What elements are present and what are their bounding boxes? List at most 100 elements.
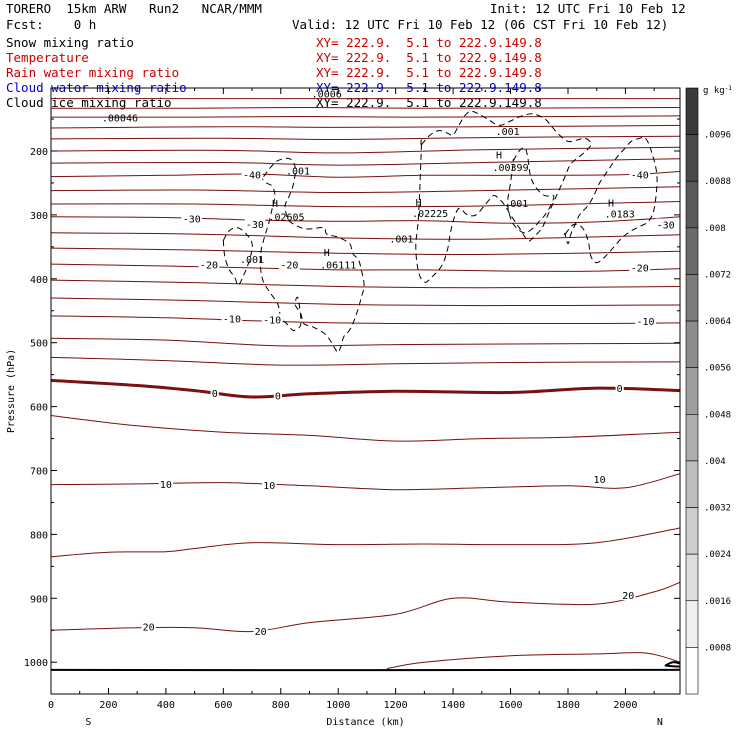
colorbar-level-10: [685, 553, 699, 602]
isotherm-line-18: [51, 356, 680, 366]
ice-label-02225: .02225: [412, 209, 448, 220]
isotherm-label-10: -10: [637, 317, 655, 328]
isotherm-20: [51, 263, 680, 272]
isotherm-label-20: 20: [255, 627, 267, 638]
colorbar-label-0064: .0064: [704, 317, 731, 327]
isotherm-label-0: 0: [212, 389, 218, 400]
valid-time: Valid: 12 UTC Fri 10 Feb 12 (06 CST Fri …: [292, 17, 669, 32]
isotherm-label-30: -30: [246, 220, 264, 231]
maximum-marker-0: H: [272, 199, 278, 210]
x-tick-label-600: 600: [214, 700, 232, 711]
surface-line: [51, 661, 680, 672]
xy-temperature: XY= 222.9. 5.1 to 222.9.149.8: [316, 50, 542, 65]
isotherm-line-1: [51, 106, 680, 109]
ice-contour-3: [507, 147, 555, 234]
isotherm-label-10: 10: [263, 481, 275, 492]
colorbar-label-008: .008: [704, 224, 726, 234]
ice-label-001: .001: [504, 199, 528, 210]
colorbar-level-4: [685, 274, 699, 322]
field-temperature: Temperature: [6, 50, 89, 65]
colorbar-level-0: [685, 87, 699, 135]
y-tick-label-500: 500: [30, 339, 48, 350]
isotherm-line-11: [51, 232, 680, 240]
x-tick-label-400: 400: [157, 700, 175, 711]
isotherm-label-bg: [592, 472, 607, 484]
colorbar-level-3: [685, 227, 699, 275]
isotherm-label-bg: [629, 261, 651, 273]
isotherm-line-14: [51, 279, 680, 289]
isotherm-label-bg: [621, 589, 636, 601]
isotherm-label-20: -20: [280, 261, 298, 272]
ice-contour-4: [563, 136, 658, 264]
forecast-hour: Fcst: 0 h: [6, 17, 97, 32]
isotherm-line-4: [51, 135, 680, 141]
isotherm-label-bg: [181, 212, 203, 224]
isotherm-label-bg: [221, 312, 243, 324]
x-tick-label-800: 800: [272, 700, 290, 711]
ice-label-001: .001: [240, 255, 264, 266]
colorbar-level-2: [685, 180, 699, 229]
isotherm-label-30: -30: [183, 215, 201, 226]
ice-label-0183: .0183: [605, 209, 635, 220]
y-tick-label-400: 400: [30, 275, 48, 286]
ice-contour-2: [415, 110, 592, 283]
x-tick-label-200: 200: [99, 700, 117, 711]
isotherm-label-10: 10: [594, 475, 606, 486]
isotherm-line-6: [51, 158, 680, 166]
xy-rain: XY= 222.9. 5.1 to 222.9.149.8: [316, 65, 542, 80]
y-tick-label-1000: 1000: [24, 658, 48, 669]
isotherm-label-0: 0: [275, 392, 281, 403]
ice-label-0006: .0006: [312, 89, 342, 100]
isotherm-line-5: [51, 146, 680, 154]
x-tick-label-2000: 2000: [613, 700, 637, 711]
isotherm-label-bg: [141, 620, 156, 632]
isotherm-label-bg: [244, 217, 266, 229]
y-tick-label-800: 800: [30, 530, 48, 541]
isotherm-label-bg: [241, 168, 263, 180]
y-tick-label-200: 200: [30, 147, 48, 158]
north-label: N: [657, 717, 663, 728]
isotherm-label-bg: [655, 218, 676, 230]
colorbar-label-0008: .0008: [704, 643, 731, 653]
isotherm-label-bg: [262, 479, 277, 491]
colorbar-label-004: .004: [704, 457, 726, 467]
colorbar-label-0024: .0024: [704, 550, 731, 560]
colorbar-level-9: [685, 507, 699, 555]
isotherm-label-40: -40: [631, 171, 649, 182]
isotherm-label-30: -30: [657, 220, 675, 231]
isotherm-label-bg: [261, 313, 283, 325]
colorbar-level-1: [685, 134, 699, 182]
xy-snow: XY= 222.9. 5.1 to 222.9.149.8: [316, 35, 542, 50]
colorbar-label-0048: .0048: [704, 410, 731, 420]
isotherm-label-10: -10: [263, 316, 281, 327]
plot-frame: [50, 87, 681, 695]
isotherm-label-20: -20: [200, 261, 218, 272]
isotherm-line-9: [51, 201, 680, 208]
colorbar-level-6: [685, 367, 699, 415]
isotherm-line-22: [51, 527, 680, 558]
isotherm-label-20: 20: [143, 622, 155, 633]
plot-area: -40 -40 -30 -30 -30 -20 -20 -20 -10 -10 -10 0 0 0 10 10…: [51, 89, 680, 672]
ice-label-06111: .06111: [320, 261, 356, 272]
isotherm-label-bg: [198, 258, 220, 270]
isotherm-line-8: [51, 186, 680, 194]
colorbar-level-7: [685, 414, 699, 462]
isotherm-line-12: [51, 247, 680, 256]
isotherm-line-20: [51, 415, 680, 442]
isotherm-label-bg: [158, 477, 174, 489]
y-tick-label-600: 600: [30, 403, 48, 414]
isotherm-line-17: [51, 337, 680, 347]
isotherm-label-0: 0: [617, 384, 623, 395]
init-time: Init: 12 UTC Fri 10 Feb 12: [490, 1, 686, 16]
isotherm-line-2: [51, 115, 680, 118]
ice-contour-0: [259, 157, 365, 353]
x-tick-label-1200: 1200: [384, 700, 408, 711]
colorbar-unit-exponent: -1: [725, 85, 733, 92]
ice-label-02605: .02605: [268, 213, 304, 224]
south-label: S: [85, 717, 91, 728]
x-tick-label-1400: 1400: [441, 700, 465, 711]
isotherm-10: [51, 473, 680, 491]
maximum-marker-2: H: [416, 198, 422, 209]
maximum-marker-4: H: [608, 199, 614, 210]
